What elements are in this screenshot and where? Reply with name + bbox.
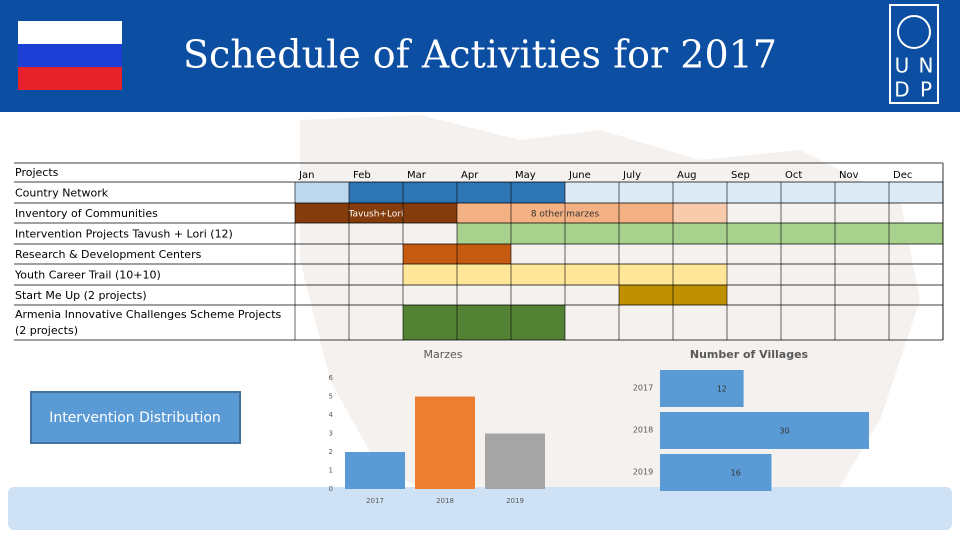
row-label: Youth Career Trail (10+10) [14, 269, 161, 282]
y-tick-label: 1 [329, 467, 333, 475]
row-label: Research & Development Centers [15, 248, 202, 261]
gantt-bar [295, 182, 349, 203]
flag-blue [18, 44, 122, 67]
x-tick-label: 2018 [436, 497, 454, 505]
logo-letter: P [920, 78, 932, 102]
month-header: Feb [353, 170, 371, 181]
chart-title: Marzes [423, 348, 462, 361]
table-corner: Projects [15, 166, 59, 179]
gantt-bar [673, 203, 727, 223]
month-header: Nov [839, 170, 859, 181]
y-tick-label: 2017 [633, 384, 653, 393]
data-label: 30 [779, 427, 789, 436]
bar [660, 412, 869, 449]
y-tick-label: 5 [329, 393, 333, 401]
bar [660, 454, 772, 491]
x-tick-label: 2017 [366, 497, 384, 505]
data-label: 12 [717, 385, 727, 394]
month-header: Apr [461, 170, 479, 181]
logo-frame [889, 4, 939, 104]
gantt-bar [457, 223, 943, 244]
button[interactable] [30, 391, 241, 444]
gantt-bar [295, 203, 457, 223]
month-header: Mar [407, 170, 427, 181]
month-header: Aug [677, 170, 697, 181]
y-tick-label: 3 [329, 430, 333, 438]
y-tick-label: 2018 [633, 426, 653, 435]
month-header: Oct [785, 170, 802, 181]
logo-letter: D [894, 78, 909, 102]
month-header: July [622, 170, 641, 181]
footer-bar [8, 487, 952, 530]
logo-emblem [897, 15, 931, 49]
chart-title: Number of Villages [690, 348, 809, 361]
row-label: Country Network [15, 187, 109, 200]
row-label: Armenia Innovative Challenges Scheme Pro… [15, 308, 282, 337]
y-tick-label: 2019 [633, 468, 653, 477]
month-header: Sep [731, 170, 750, 181]
y-tick-label: 6 [329, 374, 334, 382]
row-label: Intervention Projects Tavush + Lori (12) [15, 228, 233, 241]
button-label[interactable]: Intervention Distribution [49, 410, 221, 426]
month-header: May [515, 170, 536, 181]
logo-letter: N [919, 54, 934, 78]
flag-white [18, 21, 122, 44]
row-label: Inventory of Communities [15, 207, 158, 220]
month-header: June [568, 170, 591, 181]
y-tick-label: 2 [329, 448, 333, 456]
gantt-label: Tavush+Lori [347, 210, 403, 220]
month-header: Jan [298, 170, 314, 181]
flag-red [18, 67, 122, 90]
month-header: Dec [893, 170, 912, 181]
bar [415, 396, 475, 489]
gantt-bar [403, 305, 565, 340]
logo-letter: U [895, 54, 910, 78]
title: Schedule of Activities for 2017 [183, 33, 777, 77]
header-band [0, 0, 960, 112]
y-tick-label: 4 [329, 411, 334, 419]
data-label: 16 [731, 469, 741, 478]
bar [485, 433, 545, 489]
x-tick-label: 2019 [506, 497, 524, 505]
bar [345, 452, 405, 489]
bar [660, 370, 744, 407]
gantt-bar [565, 182, 943, 203]
row-label: Start Me Up (2 projects) [15, 289, 147, 302]
y-tick-label: 0 [329, 485, 333, 493]
